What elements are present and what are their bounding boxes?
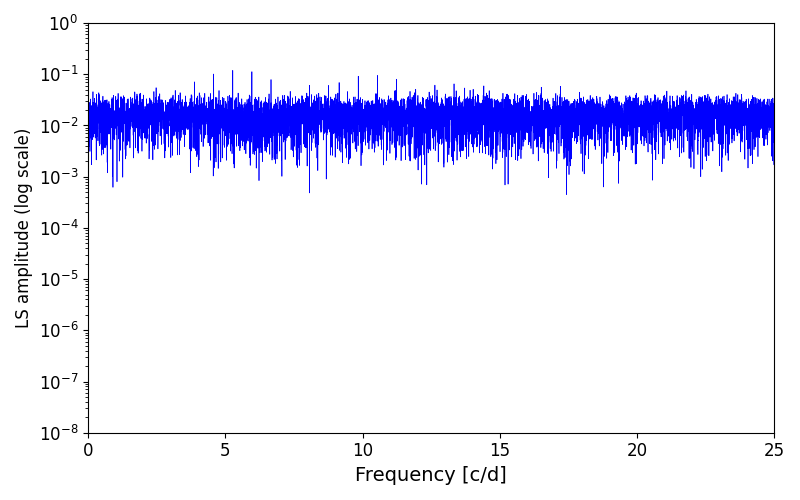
X-axis label: Frequency [c/d]: Frequency [c/d] [355, 466, 507, 485]
Y-axis label: LS amplitude (log scale): LS amplitude (log scale) [15, 128, 33, 328]
